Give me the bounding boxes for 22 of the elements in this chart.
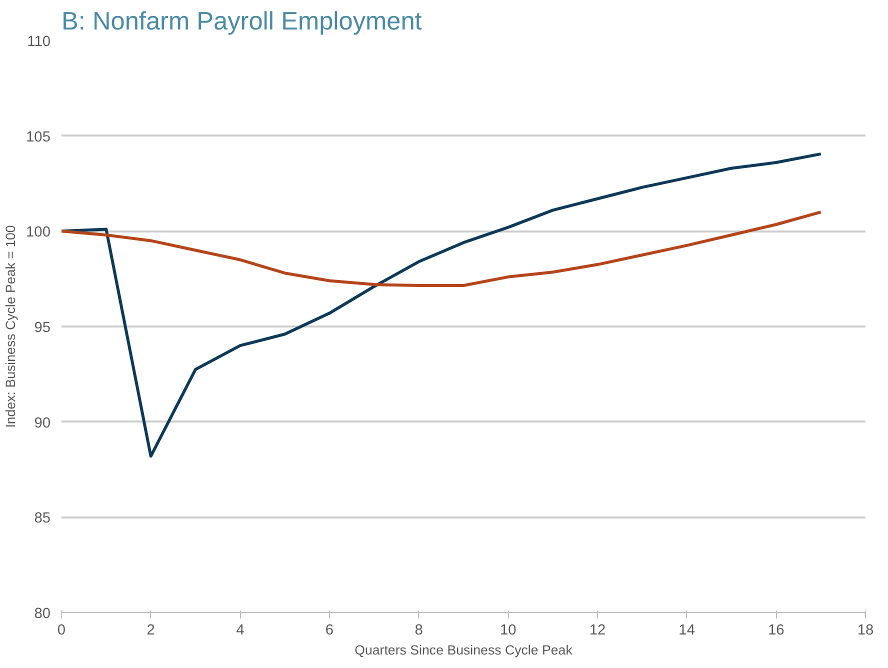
line-series: [62, 152, 822, 458]
y-axis-title: Index: Business Cycle Peak = 100: [3, 225, 18, 428]
y-tick-label: 100: [26, 224, 51, 241]
x-tick-label: 12: [589, 622, 606, 638]
x-tick-label: 2: [146, 622, 155, 638]
y-tick-label: 95: [34, 320, 51, 336]
y-tick-label: 105: [26, 129, 51, 146]
line-series: [62, 210, 822, 288]
chart-title: B: Nonfarm Payroll Employment: [62, 8, 422, 36]
x-tick-label: 0: [57, 622, 66, 638]
y-tick-label: 85: [34, 510, 51, 527]
x-tick-label: 10: [500, 622, 516, 638]
x-axis-title: Quarters Since Business Cycle Peak: [354, 642, 573, 658]
y-tick-label: 80: [34, 606, 51, 622]
y-tick-label: 110: [27, 34, 51, 50]
x-tick-label: 14: [678, 622, 695, 638]
x-tick-label: 4: [236, 622, 244, 638]
x-tick-label: 16: [768, 622, 784, 638]
y-tick-label: 90: [34, 415, 51, 432]
x-tick-label: 18: [857, 622, 874, 638]
x-tick-label: 8: [414, 622, 423, 638]
x-tick-label: 6: [325, 622, 334, 638]
